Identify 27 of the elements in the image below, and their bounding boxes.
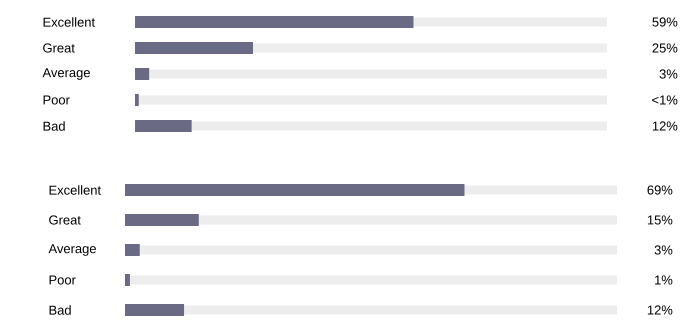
bar (135, 120, 192, 132)
y-tick-label: Excellent (50, 185, 101, 195)
bar (125, 244, 140, 256)
bar (125, 304, 184, 316)
data-label: 1% (655, 275, 672, 285)
y-tick-label: Bad (50, 305, 71, 315)
data-label: 12% (648, 305, 672, 315)
y-tick-label: Average (48, 244, 96, 256)
data-label: 59% (652, 17, 678, 27)
y-tick-label: Excellent (44, 17, 95, 27)
data-label: 69% (648, 185, 672, 195)
y-tick-label: Poor (50, 275, 76, 285)
data-label: 12% (652, 121, 678, 131)
y-tick-label: Average (42, 68, 90, 80)
data-label: <1% (652, 95, 678, 105)
bar (125, 274, 130, 286)
y-tick-label: Great (43, 43, 75, 53)
data-label: 15% (648, 215, 672, 225)
y-tick-label: Bad (44, 121, 65, 131)
bar (135, 68, 150, 80)
y-tick-label: Great (49, 215, 81, 225)
data-label: 25% (652, 43, 678, 53)
data-label: 3% (660, 69, 678, 79)
bar (135, 94, 139, 106)
y-tick-label: Poor (44, 95, 70, 105)
bar (125, 214, 199, 226)
data-label: 3% (654, 245, 672, 255)
